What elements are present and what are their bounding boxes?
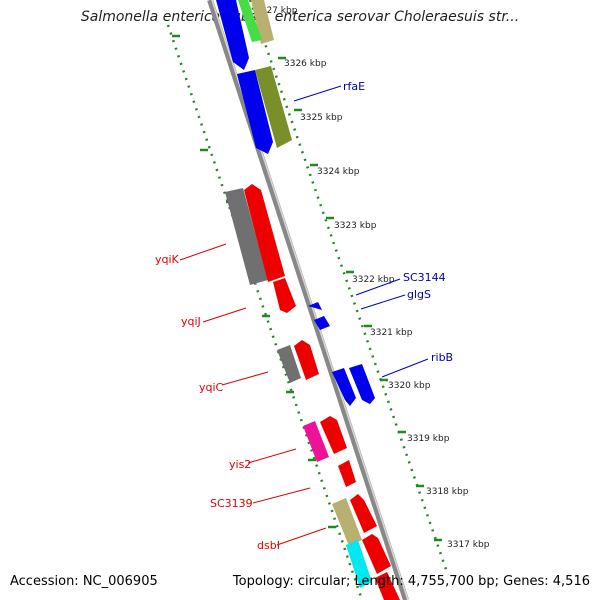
genome-title: Salmonella enterica subsp. enterica sero… [80, 9, 520, 25]
accession-text: Accession: NC_006905 [10, 574, 158, 589]
scale-label: 3327 kbp [255, 6, 298, 16]
gene-label: rfaE [343, 80, 365, 93]
gene-blue[interactable] [332, 368, 356, 406]
gene-red[interactable] [350, 494, 377, 533]
scale-label: 3321 kbp [370, 328, 413, 338]
gene-label: SC3139 [210, 497, 253, 510]
gene-khaki[interactable] [251, 0, 274, 44]
gene-label: ribB [431, 351, 453, 364]
gene-green[interactable] [238, 0, 262, 42]
scale-label: 3320 kbp [388, 381, 431, 391]
inner-dotted-track [166, 24, 364, 600]
gene-blue[interactable] [216, 0, 249, 70]
gene-red[interactable] [320, 416, 347, 454]
left-connectors [179, 243, 327, 546]
gene-blue[interactable] [349, 364, 375, 404]
gene-red[interactable] [362, 534, 391, 574]
gene-red[interactable] [338, 460, 356, 487]
gene-label: yqiK [155, 253, 180, 266]
scale-label: 3323 kbp [334, 221, 377, 231]
gene-label: yqiJ [181, 315, 201, 328]
topology-summary: Topology: circular; Length: 4,755,700 bp… [232, 574, 590, 589]
scale-label: 3318 kbp [426, 487, 469, 497]
scale-label: 3326 kbp [284, 59, 327, 69]
gene-gray[interactable] [277, 345, 301, 383]
scale-ticks [172, 34, 442, 542]
gene-label: yis2 [229, 458, 251, 471]
gene-blue[interactable] [314, 316, 330, 330]
gene-pink[interactable] [303, 421, 329, 462]
scale-label: 3325 kbp [300, 113, 343, 123]
gene-olive[interactable] [255, 66, 292, 148]
scale-label: 3319 kbp [407, 434, 450, 444]
scale-label: 3322 kbp [352, 275, 395, 285]
gene-red[interactable] [294, 340, 319, 380]
backbone [207, 0, 409, 600]
scale-label: 3317 kbp [447, 540, 490, 550]
gene-blue[interactable] [308, 302, 322, 310]
gene-cyan[interactable] [346, 540, 372, 588]
right-connectors [293, 85, 429, 378]
gene-red[interactable] [244, 184, 285, 282]
gene-khaki[interactable] [332, 498, 362, 546]
gene-blue[interactable] [237, 70, 273, 154]
gene-label: glgS [407, 288, 431, 301]
gene-label: yqiC [199, 381, 224, 394]
gene-gray[interactable] [225, 188, 268, 285]
gene-label: SC3144 [403, 271, 446, 284]
outer-dotted-track [248, 0, 450, 576]
gene-label: dsbI [257, 539, 280, 552]
gene-blocks [216, 0, 400, 600]
gene-red[interactable] [273, 278, 296, 313]
scale-label: 3324 kbp [317, 167, 360, 177]
gene-red[interactable] [375, 572, 400, 600]
